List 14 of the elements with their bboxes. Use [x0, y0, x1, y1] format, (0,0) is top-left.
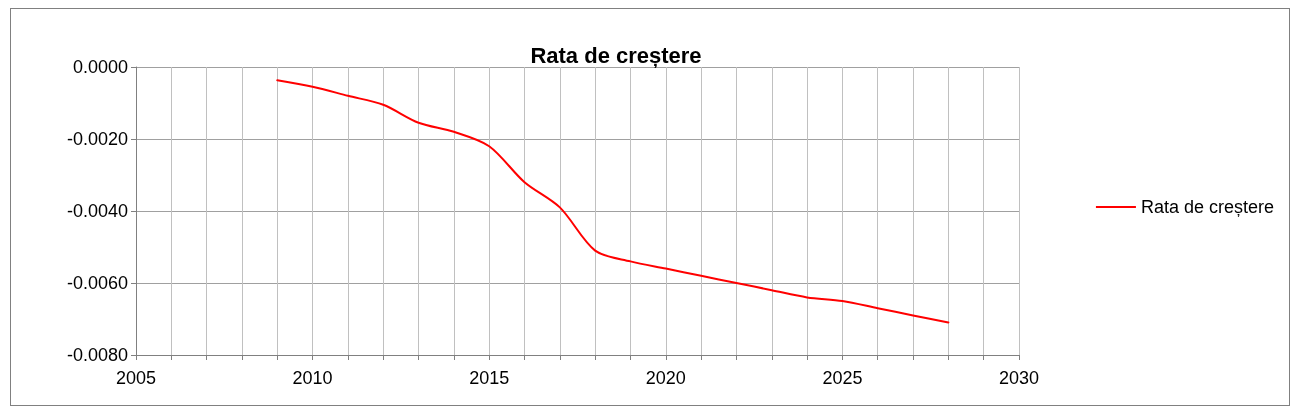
line-series: [276, 79, 950, 324]
x-tick-label: 2020: [645, 368, 686, 388]
y-tick-label: -0.0080: [66, 345, 128, 365]
x-tick-label: 2015: [469, 368, 510, 388]
x-tick-label: 2005: [115, 368, 157, 388]
y-tick-label: -0.0020: [66, 129, 128, 149]
y-tick-label: 0.0000: [72, 57, 128, 77]
x-tick-label: 2010: [292, 368, 333, 388]
y-tick-label: -0.0040: [66, 201, 128, 221]
x-tick-label: 2025: [822, 368, 863, 388]
x-tick-label: 2030: [998, 368, 1040, 388]
legend-label: Rata de creștere: [1140, 197, 1275, 217]
chart-title: Rata de creștere: [530, 42, 702, 68]
y-tick-label: -0.0060: [66, 273, 128, 293]
